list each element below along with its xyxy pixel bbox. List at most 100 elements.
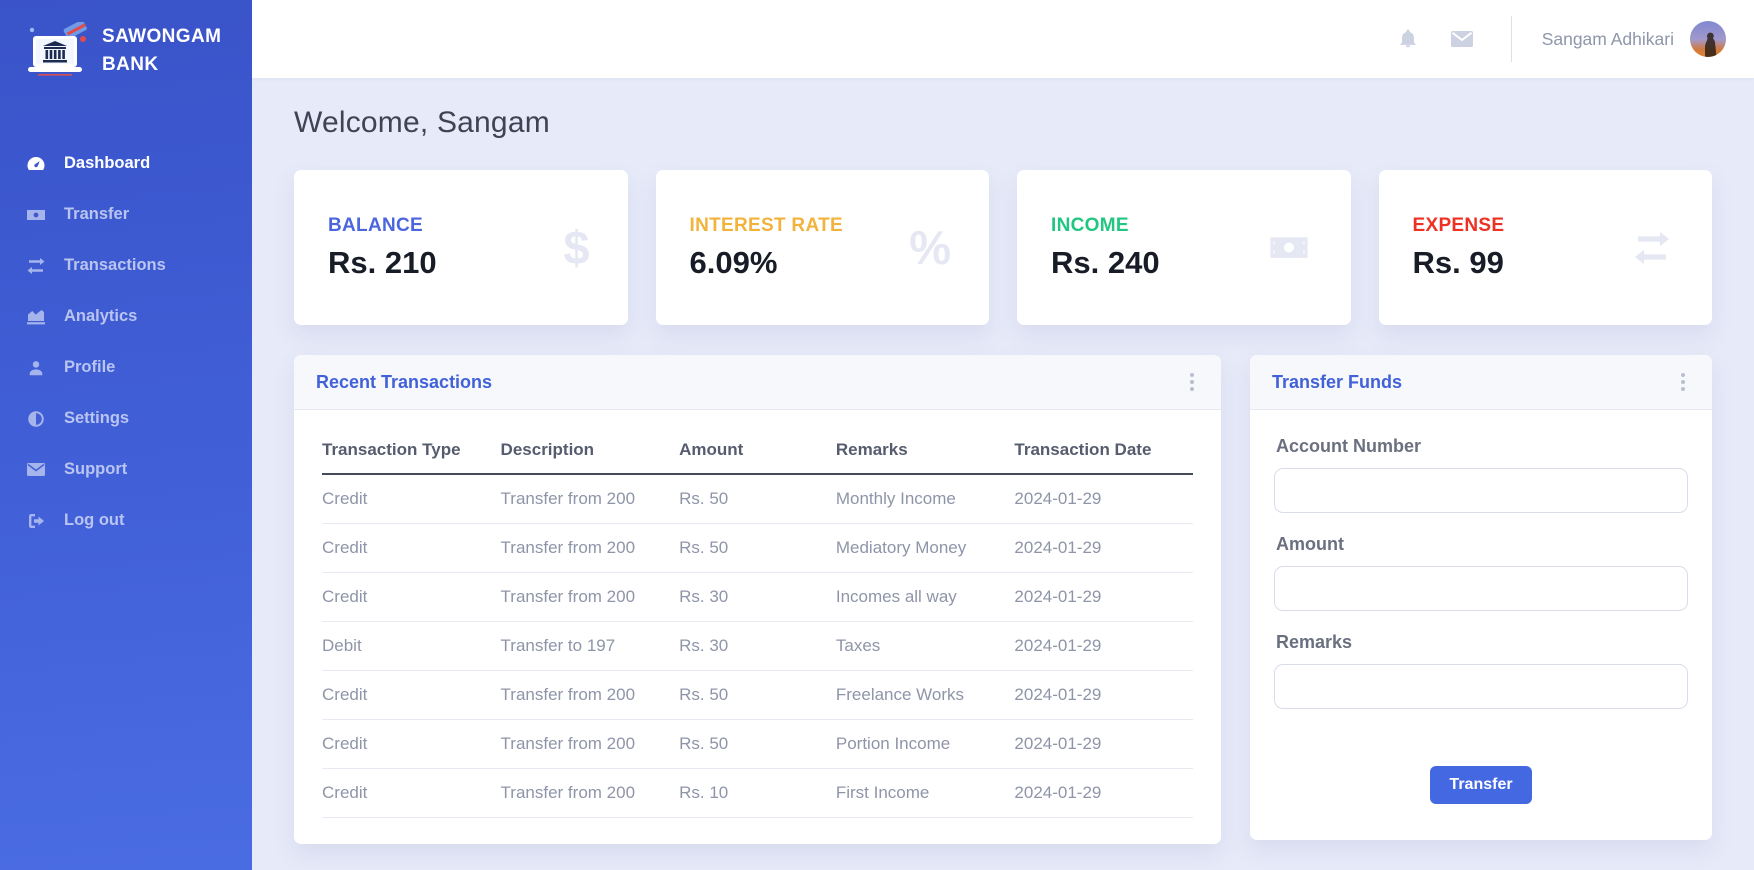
stat-card-income: INCOME Rs. 240 [1017,170,1351,325]
table-cell: Portion Income [835,719,1015,769]
sidebar-nav: Dashboard Transfer Transactions Analytic… [0,138,252,546]
sidebar-item-transfer[interactable]: Transfer [0,189,252,240]
table-cell: Credit [322,572,501,622]
stat-value: Rs. 99 [1412,244,1504,280]
table-cell: Credit [322,523,501,573]
notifications-button[interactable] [1393,24,1423,54]
table-cell: 2024-01-29 [1014,474,1193,524]
panels-row: Recent Transactions Transaction Type Des… [294,355,1712,844]
envelope-icon [1450,31,1473,47]
table-cell: Credit [322,474,501,524]
brand[interactable]: SAWONGAM BANK [0,20,252,80]
sidebar-item-settings[interactable]: Settings [0,393,252,444]
dollar-icon: $ [563,221,590,274]
table-cell: Transfer from 200 [500,523,680,573]
table-cell: Mediatory Money [835,523,1015,573]
sidebar-item-label: Dashboard [64,154,151,172]
amount-field[interactable] [1274,566,1688,611]
stat-card-balance: BALANCE Rs. 210 $ [294,170,628,325]
table-cell: Rs. 30 [679,572,836,622]
table-row: Credit Transfer from 200 Rs. 50 Freelance W… [322,670,1193,720]
messages-button[interactable] [1447,24,1477,54]
transfer-form: Account Number Amount Remarks Transfer [1250,410,1712,840]
sidebar-item-label: Transactions [64,256,166,274]
avatar[interactable] [1690,21,1726,57]
table-cell: Transfer to 197 [500,621,680,671]
table-cell: Transfer from 200 [500,719,680,769]
topbar-divider [1510,16,1512,62]
remarks-field[interactable] [1274,664,1688,709]
stat-card-expense: EXPENSE Rs. 99 [1378,170,1712,325]
envelope-icon [25,460,47,480]
sidebar-item-label: Transfer [64,205,130,223]
table-cell: 2024-01-29 [1014,670,1193,720]
sidebar-item-profile[interactable]: Profile [0,342,252,393]
column-header: Amount [679,424,836,475]
content: Welcome, Sangam BALANCE Rs. 210 $ INTERE… [252,78,1754,844]
column-header: Transaction Date [1014,424,1193,475]
sidebar-item-support[interactable]: Support [0,444,252,495]
main-area: Sangam Adhikari Welcome, Sangam BALANCE … [252,0,1754,870]
money-bill-icon [1265,231,1313,264]
table-cell: Transfer from 200 [500,670,680,720]
stat-value: 6.09% [689,244,778,280]
kebab-menu-icon[interactable] [1678,370,1688,394]
percent-icon: % [909,221,951,274]
table-cell: 2024-01-29 [1014,719,1193,769]
stat-label: EXPENSE [1412,214,1505,236]
table-cell: 2024-01-29 [1014,523,1193,573]
table-cell: Credit [322,719,501,769]
table-cell: Rs. 50 [679,474,836,524]
sidebar-item-analytics[interactable]: Analytics [0,291,252,342]
table-cell: 2024-01-29 [1014,621,1193,671]
account-number-field[interactable] [1274,468,1688,513]
bank-laptop-logo-icon [24,20,88,80]
transactions-table: Transaction Type Description Amount Rema… [322,424,1193,818]
sidebar: SAWONGAM BANK Dashboard Transfer Transac… [0,0,252,870]
sidebar-item-label: Analytics [64,307,138,325]
user-menu[interactable]: Sangam Adhikari [1542,21,1726,57]
table-cell: Transfer from 200 [500,572,680,622]
brand-line1: SAWONGAM [102,26,222,48]
stat-label: INTEREST RATE [689,214,843,236]
table-cell: Rs. 50 [679,670,836,720]
sidebar-item-label: Profile [64,358,116,376]
table-cell: Rs. 10 [679,768,836,818]
user-name: Sangam Adhikari [1541,28,1674,49]
table-cell: Freelance Works [835,670,1015,720]
table-cell: First Income [835,768,1015,818]
table-cell: Rs. 50 [679,523,836,573]
table-cell: Transfer from 200 [500,474,680,524]
sidebar-item-transactions[interactable]: Transactions [0,240,252,291]
column-header: Transaction Type [322,424,501,475]
table-cell: Rs. 50 [679,719,836,769]
sidebar-item-dashboard[interactable]: Dashboard [0,138,252,189]
sidebar-item-logout[interactable]: Log out [0,495,252,546]
adjust-icon [25,409,47,429]
stat-card-interest-rate: INTEREST RATE 6.09% % [655,170,989,325]
sidebar-item-label: Settings [64,409,130,427]
transactions-table-wrap: Transaction Type Description Amount Rema… [294,410,1221,844]
chart-area-icon [25,307,47,327]
column-header: Remarks [835,424,1015,475]
amount-label: Amount [1276,534,1344,554]
table-cell: Taxes [835,621,1015,671]
table-cell: Credit [322,768,501,818]
topbar: Sangam Adhikari [252,0,1754,78]
stat-value: Rs. 240 [1051,244,1160,280]
panel-title: Recent Transactions [316,371,493,392]
exchange-icon [1630,230,1674,266]
column-header: Description [500,424,680,475]
table-row: Credit Transfer from 200 Rs. 50 Monthly Inc… [322,474,1193,524]
transfer-funds-header: Transfer Funds [1250,355,1712,410]
stat-label: INCOME [1051,214,1129,236]
stat-cards: BALANCE Rs. 210 $ INTEREST RATE 6.09% % … [294,170,1712,325]
kebab-menu-icon[interactable] [1187,370,1197,394]
transfer-button[interactable]: Transfer [1430,766,1532,804]
table-cell: Debit [322,621,501,671]
user-icon [25,358,47,378]
table-row: Credit Transfer from 200 Rs. 50 Mediatory M… [322,523,1193,573]
recent-transactions-panel: Recent Transactions Transaction Type Des… [294,355,1221,844]
account-number-label: Account Number [1276,436,1422,456]
sidebar-item-label: Support [64,460,128,478]
